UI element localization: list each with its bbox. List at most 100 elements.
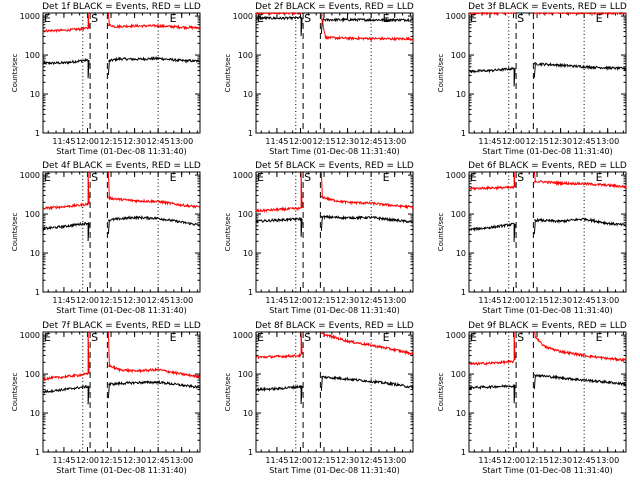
event-marker-label: E (470, 171, 477, 184)
series-lld-spike (107, 331, 110, 366)
x-tick-label: 12:30 (549, 296, 572, 305)
series-lld (533, 11, 626, 16)
series-lld (533, 180, 627, 190)
x-tick-label: 12:45 (147, 456, 170, 465)
x-tick-label: 12:30 (123, 137, 146, 146)
series-events (321, 16, 414, 23)
y-tick-label: 10 (243, 90, 253, 99)
event-marker-label: E (383, 331, 390, 344)
event-marker-label: S (91, 12, 98, 25)
y-tick-label: 1000 (233, 12, 253, 21)
y-tick-label: 100 (25, 210, 40, 219)
x-tick-label: 12:00 (502, 296, 525, 305)
x-tick-label: 12:15 (100, 296, 123, 305)
y-axis-label: Counts/sec (437, 54, 445, 93)
x-tick-label: 13:00 (596, 296, 619, 305)
x-tick-label: 12:00 (502, 137, 525, 146)
x-tick-label: 12:00 (76, 456, 99, 465)
series-lld (255, 206, 302, 214)
panel-title: Det 1f BLACK = Events, RED = LLD (42, 2, 201, 12)
series-events-spike (87, 223, 90, 242)
y-tick-label: 1 (248, 448, 253, 457)
x-tick-label: 12:45 (573, 296, 596, 305)
y-tick-label: 1000 (233, 171, 253, 180)
x-tick-label: 12:45 (573, 137, 596, 146)
panel-3: Det 3f BLACK = Events, RED = LLD 1 10 100 10… (437, 2, 627, 156)
y-tick-label: 10 (456, 409, 466, 418)
series-lld-spike (513, 331, 516, 361)
event-marker-label: S (304, 331, 311, 344)
series-events (320, 375, 414, 390)
x-tick-label: 11:45 (265, 456, 288, 465)
series-events-spike (513, 223, 516, 242)
x-tick-label: 13:00 (383, 456, 406, 465)
series-lld (320, 15, 414, 42)
x-axis-label: Start Time (01-Dec-08 11:31:40) (482, 147, 613, 156)
series-events-spike (87, 386, 90, 405)
x-tick-label: 12:45 (360, 456, 383, 465)
x-tick-label: 12:00 (76, 296, 99, 305)
series-events-spike (87, 60, 90, 79)
series-lld-spike (320, 171, 323, 197)
x-axis-label: Start Time (01-Dec-08 11:31:40) (482, 466, 613, 475)
y-tick-label: 10 (30, 409, 40, 418)
series-lld (321, 332, 414, 356)
series-events (533, 373, 626, 387)
series-events (108, 379, 201, 390)
series-lld (534, 335, 626, 363)
x-tick-label: 12:15 (526, 296, 549, 305)
series-events (42, 221, 89, 232)
series-lld-spike (107, 171, 110, 198)
plot-frame (255, 12, 414, 134)
x-tick-label: 12:30 (549, 456, 572, 465)
panel-5: Det 5f BLACK = Events, RED = LLD 1 10 100 10… (224, 161, 414, 315)
y-tick-label: 1000 (446, 331, 466, 340)
series-lld (468, 358, 515, 366)
y-tick-label: 10 (30, 249, 40, 258)
event-marker-label: S (91, 171, 98, 184)
panel-title: Det 8f BLACK = Events, RED = LLD (255, 321, 414, 331)
x-tick-label: 12:15 (100, 456, 123, 465)
x-tick-label: 12:45 (147, 137, 170, 146)
event-marker-label: S (517, 331, 524, 344)
x-tick-label: 12:30 (123, 456, 146, 465)
panel-7: Det 7f BLACK = Events, RED = LLD 1 10 100 10… (11, 321, 201, 475)
panel-title: Det 6f BLACK = Events, RED = LLD (468, 161, 627, 171)
series-lld-spike (87, 171, 90, 204)
y-axis-label: Counts/sec (11, 54, 19, 93)
series-lld-spike (533, 171, 536, 182)
plot-frame (468, 12, 627, 134)
x-tick-label: 12:15 (526, 456, 549, 465)
x-tick-label: 13:00 (170, 296, 193, 305)
event-marker-label: E (170, 12, 177, 25)
series-events (255, 217, 302, 224)
x-axis-label: Start Time (01-Dec-08 11:31:40) (56, 466, 187, 475)
series-lld (42, 372, 89, 382)
series-events-spike (320, 376, 323, 391)
event-marker-label: E (170, 331, 177, 344)
event-marker-label: E (470, 331, 477, 344)
x-tick-label: 12:30 (336, 296, 359, 305)
x-tick-label: 12:30 (123, 296, 146, 305)
series-lld (468, 11, 515, 16)
x-tick-label: 12:00 (289, 296, 312, 305)
panel-2: Det 2f BLACK = Events, RED = LLD 1 10 100 10… (224, 2, 414, 156)
event-marker-label: E (383, 12, 390, 25)
series-lld (42, 202, 89, 211)
series-events-spike (320, 19, 323, 34)
series-events-spike (300, 17, 303, 36)
series-events (255, 384, 302, 393)
series-lld-spike (87, 12, 90, 29)
event-marker-label: E (596, 331, 603, 344)
y-tick-label: 100 (238, 370, 253, 379)
panel-title: Det 7f BLACK = Events, RED = LLD (42, 321, 201, 331)
event-marker-label: E (470, 12, 477, 25)
series-events-spike (533, 374, 536, 390)
y-axis-label: Counts/sec (224, 54, 232, 93)
series-lld-spike (320, 12, 323, 16)
series-events (468, 384, 515, 390)
series-events (255, 15, 302, 21)
y-axis-label: Counts/sec (11, 213, 19, 252)
series-events-spike (300, 385, 303, 405)
